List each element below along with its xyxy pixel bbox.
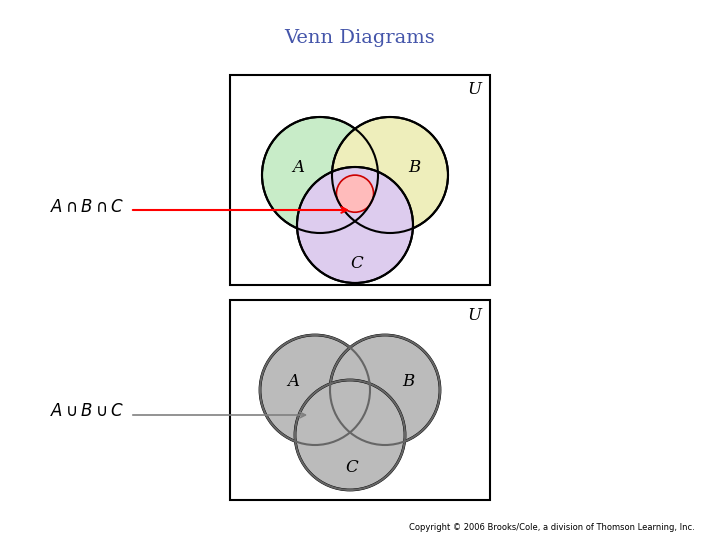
Text: C: C [351, 254, 364, 272]
Text: $A \cup B \cup C$: $A \cup B \cup C$ [50, 403, 125, 421]
Text: U: U [467, 307, 481, 323]
Text: B: B [402, 374, 414, 390]
Text: A: A [292, 159, 304, 177]
Text: $A \cap B \cap C$: $A \cap B \cap C$ [50, 199, 125, 215]
Text: A: A [287, 374, 299, 390]
Text: U: U [467, 82, 481, 98]
Circle shape [297, 167, 413, 283]
Text: C: C [346, 460, 359, 476]
Text: Copyright © 2006 Brooks/Cole, a division of Thomson Learning, Inc.: Copyright © 2006 Brooks/Cole, a division… [409, 523, 695, 532]
Circle shape [332, 117, 448, 233]
Bar [230, 300, 490, 500]
Text: Venn Diagrams: Venn Diagrams [284, 29, 436, 47]
Circle shape [330, 335, 440, 445]
Circle shape [336, 175, 374, 212]
Circle shape [260, 335, 370, 445]
Circle shape [295, 380, 405, 490]
Text: B: B [408, 159, 420, 177]
Circle shape [262, 117, 378, 233]
Bar [230, 75, 490, 285]
